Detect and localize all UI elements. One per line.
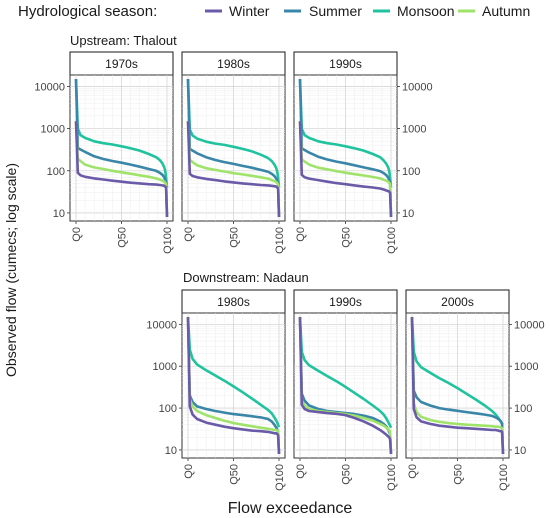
series-line-autumn <box>186 316 281 455</box>
x-tick-label: Q50 <box>341 464 353 485</box>
x-tick-label: Q0 <box>295 227 307 242</box>
x-tick-label: Q50 <box>117 227 129 248</box>
gridlines <box>294 313 397 458</box>
legend-label-summer: Summer <box>309 3 362 19</box>
legend: Hydrological season: Winter Summer Monso… <box>18 3 530 20</box>
series-line-monsoon <box>74 78 169 188</box>
panel-upstream-1970s: 1970s Q0 Q50 Q100 10 100 1000 10000 <box>34 51 174 254</box>
legend-label-autumn: Autumn <box>482 3 530 19</box>
series-line-summer <box>298 78 393 218</box>
gridlines <box>294 75 397 221</box>
legend-item-autumn: Autumn <box>458 3 530 19</box>
panel-title: 1980s <box>217 295 250 309</box>
legend-title: Hydrological season: <box>18 3 157 20</box>
x-tick-label: Q100 <box>386 227 398 254</box>
x-tick-label: Q50 <box>341 227 353 248</box>
y-tick-label-right: 10000 <box>514 319 545 331</box>
series-line-summer <box>186 316 281 455</box>
y-tick-label-left: 1000 <box>153 361 177 373</box>
series-line-autumn <box>298 316 393 455</box>
legend-label-winter: Winter <box>229 3 270 19</box>
y-tick-label-right: 1000 <box>514 361 538 373</box>
series-line-autumn <box>298 121 393 218</box>
x-tick-label: Q0 <box>183 464 195 479</box>
series-line-monsoon <box>186 78 281 188</box>
y-tick-label-left: 10 <box>165 445 177 457</box>
series-line-monsoon <box>298 78 393 188</box>
x-tick-label: Q0 <box>295 464 307 479</box>
panel-downstream-1980s: 1980s Q0 Q50 Q100 10 100 1000 10000 <box>146 289 286 491</box>
y-tick-label-right: 100 <box>514 403 532 415</box>
group-label-downstream: Downstream: Nadaun <box>183 270 309 285</box>
x-tick-label: Q0 <box>407 464 419 479</box>
series-line-summer <box>74 78 169 218</box>
x-tick-label: Q100 <box>498 464 510 491</box>
x-tick-label: Q100 <box>274 227 286 254</box>
legend-item-summer: Summer <box>284 3 362 19</box>
panel-title: 2000s <box>441 295 474 309</box>
panel-title: 1990s <box>329 57 362 71</box>
y-tick-label-left: 10 <box>53 208 65 220</box>
y-tick-label-right: 10000 <box>402 81 433 93</box>
series-line-winter <box>74 121 169 218</box>
legend-item-monsoon: Monsoon <box>373 3 455 19</box>
x-tick-label: Q50 <box>453 464 465 485</box>
series-line-autumn <box>410 316 505 455</box>
x-axis-title: Flow exceedance <box>228 500 353 517</box>
panel-upstream-1980s: 1980s Q0 Q50 Q100 <box>181 51 286 254</box>
y-tick-label-left: 10000 <box>146 319 177 331</box>
x-tick-label: Q0 <box>71 227 83 242</box>
x-tick-label: Q50 <box>229 227 241 248</box>
y-tick-label-left: 100 <box>47 166 65 178</box>
series-line-autumn <box>74 121 169 218</box>
y-tick-label-right: 100 <box>402 166 420 178</box>
y-tick-label-left: 100 <box>159 403 177 415</box>
series-line-winter <box>298 316 393 455</box>
series-line-autumn <box>186 121 281 218</box>
x-tick-label: Q100 <box>274 464 286 491</box>
gridlines <box>70 75 173 221</box>
y-axis-title: Observed flow (cumecs; log scale) <box>3 163 19 377</box>
y-tick-label-left: 10000 <box>34 81 65 93</box>
panel-downstream-1990s: 1990s Q0 Q50 Q100 <box>293 289 398 491</box>
group-label-upstream: Upstream: Thalout <box>70 33 177 48</box>
series-line-summer <box>186 78 281 218</box>
x-tick-label: Q100 <box>162 227 174 254</box>
x-tick-label: Q100 <box>386 464 398 491</box>
legend-item-winter: Winter <box>205 3 270 19</box>
x-tick-label: Q50 <box>229 464 241 485</box>
panel-title: 1970s <box>105 57 138 71</box>
x-tick-label: Q0 <box>183 227 195 242</box>
panel-title: 1980s <box>217 57 250 71</box>
series-line-monsoon <box>298 316 393 429</box>
series-line-monsoon <box>186 316 281 428</box>
y-tick-label-left: 1000 <box>41 124 65 136</box>
y-tick-label-right: 10 <box>402 208 414 220</box>
y-tick-label-right: 1000 <box>402 124 426 136</box>
legend-label-monsoon: Monsoon <box>397 3 455 19</box>
y-tick-label-right: 10 <box>514 445 526 457</box>
series-line-winter <box>186 121 281 218</box>
series-line-summer <box>410 316 505 455</box>
panel-title: 1990s <box>329 295 362 309</box>
panel-upstream-1990s: 1990s Q0 Q50 Q100 10 100 1000 10000 <box>293 51 433 254</box>
series-line-winter <box>410 316 505 455</box>
series-line-winter <box>186 316 281 455</box>
series-line-winter <box>298 121 393 218</box>
panel-downstream-2000s: 2000s Q0 Q50 Q100 10 100 1000 10000 <box>405 289 545 491</box>
